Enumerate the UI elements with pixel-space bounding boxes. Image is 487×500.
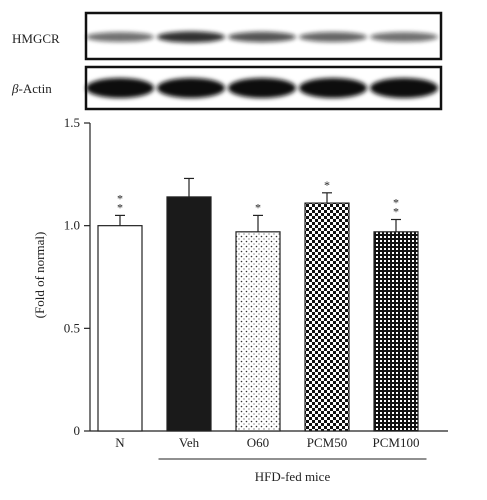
blot-band	[86, 78, 154, 98]
significance-mark: *	[324, 178, 330, 192]
blot-band	[370, 32, 438, 42]
blot-actin: β-Actin	[11, 65, 443, 111]
blot-hmgcr: HMGCR	[12, 11, 443, 61]
blot-label-hmgcr: HMGCR	[12, 31, 60, 46]
bar-pcm50	[304, 202, 350, 432]
blot-band	[299, 32, 367, 42]
blot-band	[157, 31, 225, 43]
significance-mark: *	[117, 200, 123, 214]
blot-band	[86, 32, 154, 42]
significance-mark: *	[393, 205, 399, 219]
x-tick-label: Veh	[179, 435, 200, 450]
bar-o60	[235, 231, 281, 432]
y-tick-label: 1.5	[64, 115, 80, 130]
significance-mark: *	[117, 191, 123, 205]
y-axis-label: (Fold of normal)	[32, 232, 47, 319]
blot-band	[157, 78, 225, 98]
y-tick-label: 0.5	[64, 320, 80, 335]
x-tick-label: N	[115, 435, 125, 450]
blot-band	[299, 78, 367, 98]
bar-pcm100	[373, 231, 419, 432]
bar-chart: (Fold of normal) 00.51.01.5 **N Veh*O60*P…	[32, 115, 448, 484]
significance-mark: *	[255, 200, 261, 214]
x-tick-label: PCM50	[307, 435, 347, 450]
blot-band	[370, 78, 438, 98]
x-tick-label: O60	[247, 435, 269, 450]
blot-band	[228, 78, 296, 98]
group-bracket: HFD-fed mice	[158, 458, 427, 484]
bar-veh	[166, 196, 212, 432]
bar-n	[97, 225, 143, 432]
group-label: HFD-fed mice	[255, 469, 331, 484]
x-tick-label: PCM100	[373, 435, 420, 450]
y-tick-label: 0	[74, 423, 81, 438]
blot-label-actin: β-Actin	[11, 81, 52, 96]
significance-mark: *	[393, 196, 399, 210]
blot-band	[228, 31, 296, 43]
y-tick-label: 1.0	[64, 218, 80, 233]
